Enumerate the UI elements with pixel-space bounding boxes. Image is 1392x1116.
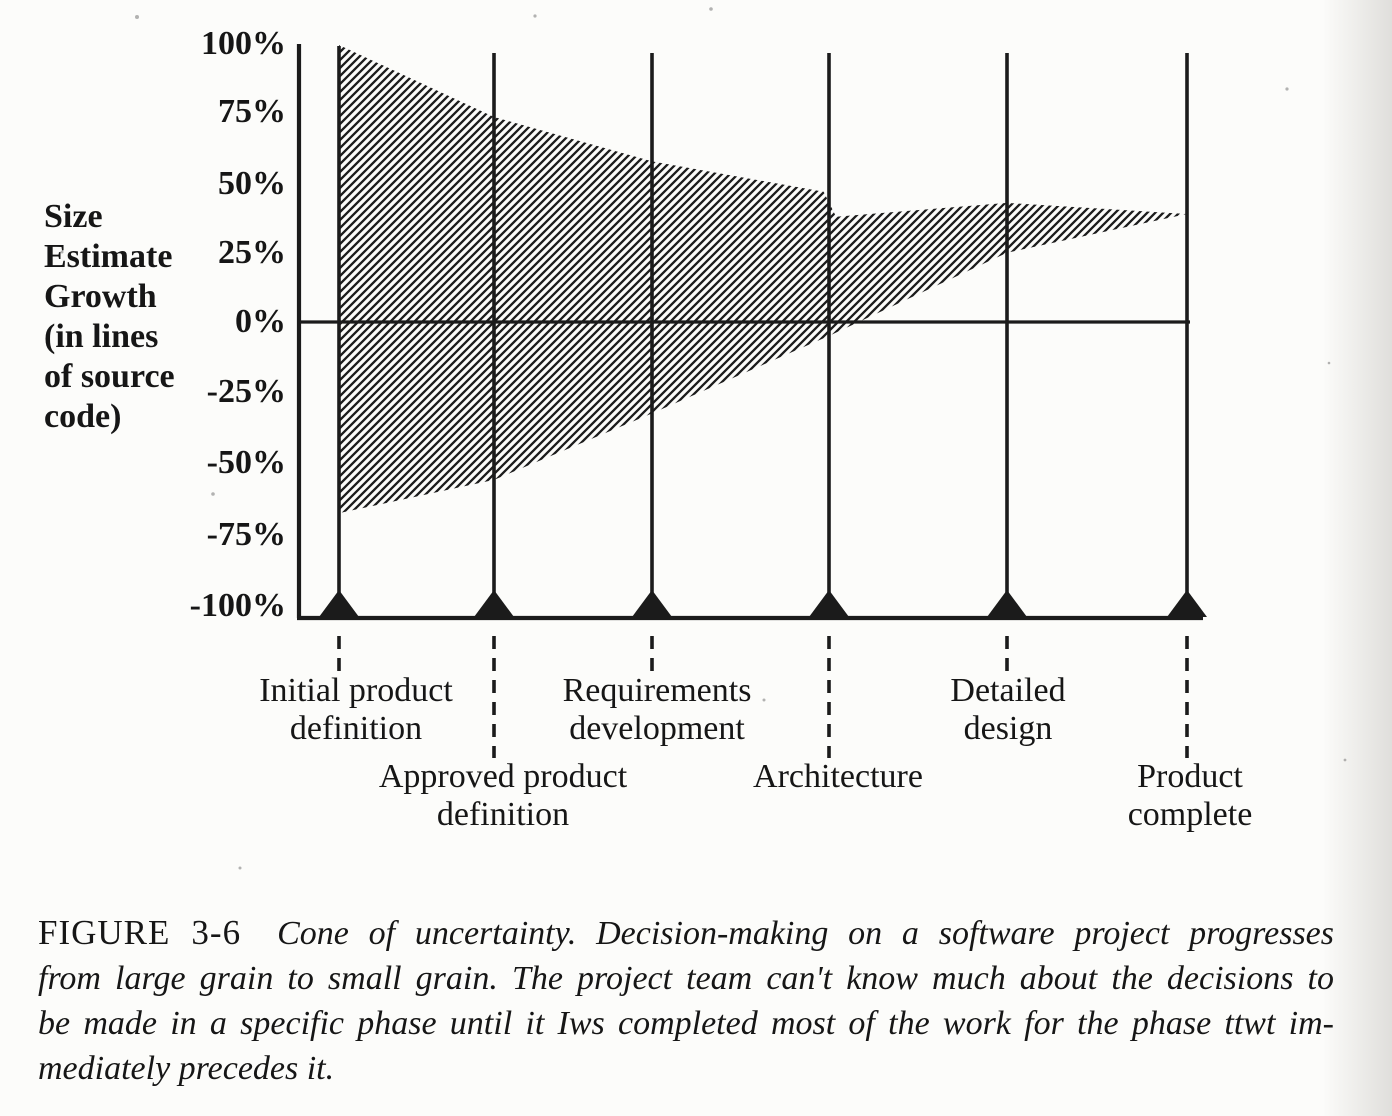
milestone-marker-triangle (632, 590, 672, 617)
scan-speckle (709, 7, 713, 11)
y-tick-label-neg25: -25% (206, 373, 286, 410)
milestone-marker-triangle (1167, 590, 1207, 617)
figure-number-label: FIGURE 3-6 (38, 913, 242, 952)
caption-line-2: from large grain to small grain. The pro… (38, 960, 1334, 997)
scan-speckle (533, 14, 537, 18)
y-tick-label-25: 25% (218, 234, 286, 271)
milestone-label-architecture: Architecture (753, 758, 923, 795)
scan-speckle (1285, 87, 1289, 91)
caption-line-4: mediately precedes it. (38, 1050, 335, 1087)
axes-and-milestone-lines-layer (296, 44, 1203, 621)
caption-line-3: be made in a specific phase until it Iws… (38, 1005, 1334, 1042)
milestone-marker-triangle (319, 590, 359, 617)
caption-line-1-text: Cone of uncertainty. Decision-making on … (277, 915, 1334, 952)
y-tick-label-0: 0% (235, 303, 286, 340)
scan-speckle (60, 250, 64, 254)
uncertainty-cone-hatched-area (339, 45, 1187, 514)
y-tick-label-100: 100% (201, 25, 286, 62)
caption-line-1: FIGURE 3-6 Cone of uncertainty. Decision-… (38, 910, 1334, 956)
figure-caption: FIGURE 3-6 Cone of uncertainty. Decision-… (38, 910, 1334, 1091)
scan-speckle (135, 15, 139, 19)
scan-speckle (1343, 758, 1347, 762)
y-tick-label-neg100: -100% (189, 587, 286, 624)
y-axis-title: Size Estimate Growth (in lines of source… (44, 198, 175, 435)
scan-speckles (60, 7, 1347, 870)
milestone-label-detailed-design: Detailed design (950, 672, 1066, 747)
milestone-marker-triangle (809, 590, 849, 617)
milestone-markers-layer (319, 590, 1207, 758)
scan-speckle (762, 698, 766, 702)
milestone-label-approved-product-definition: Approved product definition (378, 758, 628, 833)
scan-speckle (238, 866, 242, 870)
y-tick-label-75: 75% (218, 93, 286, 130)
y-tick-label-50: 50% (218, 165, 286, 202)
uncertainty-cone-layer (339, 45, 1187, 514)
milestone-label-requirements-development: Requirements development (562, 672, 752, 747)
y-tick-label-neg75: -75% (206, 516, 286, 553)
scan-speckle (1327, 361, 1331, 365)
scan-speckle (211, 492, 215, 496)
milestone-label-initial-product-definition: Initial product definition (259, 672, 453, 747)
cone-of-uncertainty-chart (60, 7, 1347, 870)
milestone-label-product-complete: Product complete (1127, 758, 1253, 833)
milestone-marker-triangle (474, 590, 514, 617)
milestone-marker-triangle (987, 590, 1027, 617)
y-tick-label-neg50: -50% (206, 444, 286, 481)
